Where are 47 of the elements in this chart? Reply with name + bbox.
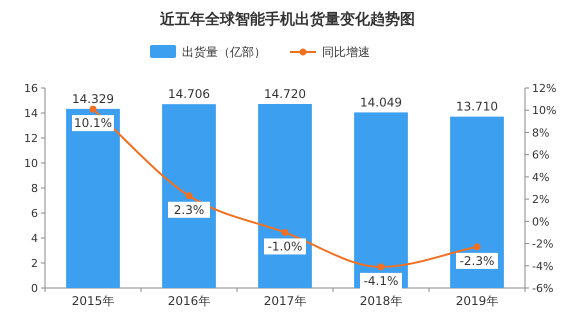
y2-tick-label: 12% <box>532 82 556 95</box>
point <box>282 228 288 236</box>
chart-title: 近五年全球智能手机出货量变化趋势图 <box>159 10 415 28</box>
data-label: -2.3% <box>460 254 494 268</box>
y2-tick-label: 0% <box>532 215 550 228</box>
y-tick-label: 6 <box>31 207 38 220</box>
data-label: -1.0% <box>268 239 302 254</box>
y-tick-label: 12 <box>24 132 38 145</box>
x-tick-label: 2015年 <box>72 294 114 308</box>
y2-tick-label: 6% <box>532 148 550 162</box>
y2-tick-label: -4% <box>532 260 554 273</box>
y-tick-label: 14 <box>24 107 38 120</box>
y-tick-label: 4 <box>31 232 38 245</box>
data-label: 2.3% <box>174 202 204 217</box>
data-label: 10.1% <box>74 116 112 130</box>
legend-label: 同比增速 <box>322 45 370 59</box>
y-tick-label: 2 <box>31 257 38 270</box>
bar <box>162 104 216 288</box>
y2-tick-label: 2% <box>532 193 550 206</box>
data-label: 14.720 <box>264 87 306 101</box>
y-tick-label: 10 <box>24 157 38 170</box>
data-label: 14.049 <box>360 95 402 110</box>
point <box>378 263 384 270</box>
data-label: 14.706 <box>168 87 210 102</box>
data-label: 14.329 <box>72 92 114 106</box>
data-label: -4.1% <box>364 274 398 288</box>
x-tick-label: 2017年 <box>264 294 306 308</box>
bar <box>258 104 312 288</box>
y-tick-label: 8 <box>31 182 38 195</box>
point <box>474 243 480 250</box>
y2-tick-label: 10% <box>532 104 556 118</box>
x-tick-label: 2016年 <box>168 294 210 308</box>
x-tick-label: 2018年 <box>360 294 402 308</box>
y2-tick-label: -2% <box>532 238 554 251</box>
bar <box>66 108 120 288</box>
y2-tick-label: -6% <box>532 282 554 295</box>
y2-tick-label: 4% <box>532 170 550 184</box>
bar <box>450 116 504 288</box>
y2-tick-label: 8% <box>532 126 550 140</box>
y-tick-label: 16 <box>24 82 38 95</box>
x-tick-label: 2019年 <box>456 294 498 308</box>
bar <box>354 112 408 288</box>
point <box>186 192 192 200</box>
y-tick-label: 0 <box>31 282 38 295</box>
data-label: 13.710 <box>456 100 498 114</box>
legend-label: 出货量（亿部） <box>182 45 266 59</box>
point <box>90 106 96 113</box>
